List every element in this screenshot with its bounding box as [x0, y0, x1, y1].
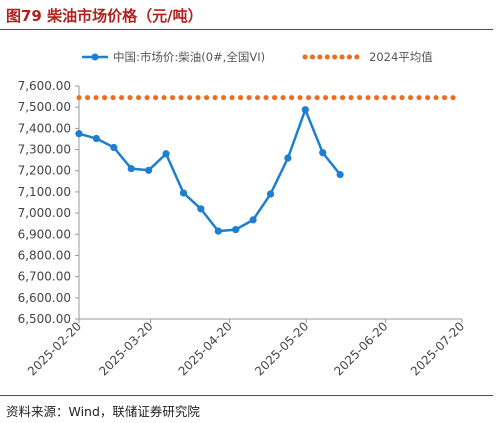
y-tick-label: 6,800.00 — [18, 248, 71, 262]
footer-divider — [0, 395, 493, 396]
y-tick-label: 6,900.00 — [18, 227, 71, 241]
y-axis: 6,500.00 6,600.00 6,700.00 6,800.00 6,900.00… — [18, 79, 80, 326]
data-point — [197, 205, 205, 213]
data-point — [162, 150, 170, 158]
x-axis: 2025-02-20 2025-03-20 2025-04-20 2025-05-20… — [25, 318, 467, 378]
data-point — [284, 154, 292, 162]
data-point — [127, 165, 135, 173]
y-tick-label: 7,300.00 — [18, 143, 71, 157]
data-point — [249, 216, 257, 224]
data-point — [75, 130, 83, 138]
y-tick-label: 6,500.00 — [18, 312, 71, 326]
figure-title: 图79 柴油市场价格（元/吨） — [6, 7, 203, 25]
x-tick-label: 2025-05-20 — [252, 319, 311, 378]
y-tick-label: 7,400.00 — [18, 121, 71, 135]
data-point — [92, 134, 101, 143]
y-tick-label: 6,600.00 — [18, 291, 71, 305]
data-point — [179, 189, 188, 197]
y-tick-label: 7,200.00 — [18, 164, 71, 178]
x-tick-label: 2025-04-20 — [176, 319, 235, 378]
chart-legend: 中国:市场价:柴油(0#,全国VI) 2024平均值 — [82, 50, 433, 64]
x-tick-label: 2025-06-20 — [331, 319, 390, 378]
legend-label-series: 中国:市场价:柴油(0#,全国VI) — [113, 50, 265, 64]
x-tick-label: 2025-03-20 — [96, 319, 155, 378]
line-chart: 中国:市场价:柴油(0#,全国VI) 2024平均值 6,500.00 6,600… — [18, 50, 468, 378]
series-layer — [75, 106, 344, 235]
y-tick-label: 7,500.00 — [18, 100, 71, 114]
x-tick-label: 2025-07-20 — [408, 319, 467, 378]
y-tick-label: 7,100.00 — [18, 185, 71, 199]
source-note: 资料来源：Wind，联储证券研究院 — [6, 404, 200, 419]
data-point — [232, 226, 240, 234]
y-tick-label: 7,000.00 — [18, 206, 71, 220]
legend-label-average: 2024平均值 — [369, 50, 433, 64]
legend-marker-series — [91, 53, 99, 61]
data-point — [214, 227, 222, 235]
data-point — [301, 106, 309, 114]
data-point — [145, 166, 153, 174]
y-tick-label: 6,700.00 — [18, 270, 71, 284]
data-point — [110, 143, 118, 152]
x-tick-label: 2025-02-20 — [25, 319, 84, 378]
data-point — [266, 190, 275, 198]
series-line — [78, 108, 342, 233]
data-point — [336, 170, 344, 179]
data-point — [319, 149, 327, 157]
y-tick-label: 7,600.00 — [18, 79, 71, 93]
title-divider — [0, 29, 493, 30]
